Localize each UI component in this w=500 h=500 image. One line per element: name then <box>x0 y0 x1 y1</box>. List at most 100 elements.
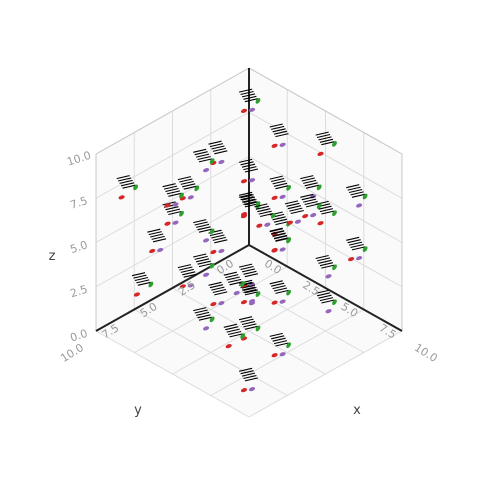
glyph-marker-green <box>332 264 337 271</box>
glyph-hatch <box>243 288 257 294</box>
glyph-marker-purple <box>279 352 286 357</box>
glyph-hatch <box>240 370 254 375</box>
glyph-hatch <box>228 278 242 283</box>
glyph-marker-red <box>256 223 263 228</box>
glyph-hatch <box>273 234 288 239</box>
data-glyph <box>238 279 259 305</box>
glyph-hatch <box>305 203 320 208</box>
glyph-hatch <box>304 200 318 206</box>
glyph-marker-purple <box>187 195 194 200</box>
glyph-hatch <box>137 281 151 286</box>
glyph-hatch <box>195 223 210 228</box>
grid-line-y-floor <box>134 309 288 396</box>
glyph-hatch <box>303 198 317 203</box>
glyph-marker-purple <box>356 256 363 261</box>
glyph-hatch <box>223 323 237 328</box>
glyph-marker-red <box>210 249 217 255</box>
glyph-hatch <box>346 236 360 241</box>
glyph-hatch <box>244 98 259 103</box>
glyph-hatch <box>147 228 161 233</box>
glyph-marker-green <box>209 228 215 235</box>
glyph-hatch <box>168 210 182 216</box>
glyph-marker-purple <box>218 248 225 254</box>
glyph-marker-green <box>209 262 215 269</box>
glyph-hatch <box>238 367 253 372</box>
glyph-hatch <box>241 268 256 273</box>
glyph-hatch <box>122 184 136 189</box>
data-glyph <box>208 140 228 166</box>
glyph-hatch <box>182 271 196 276</box>
glyph-hatch <box>289 207 303 212</box>
glyph-hatch <box>348 241 363 246</box>
glyph-hatch <box>275 237 289 242</box>
glyph-hatch <box>243 270 257 275</box>
glyph-hatch <box>197 314 211 319</box>
glyph-hatch <box>272 128 286 133</box>
glyph-hatch <box>321 264 335 269</box>
data-glyph <box>193 307 215 331</box>
glyph-hatch <box>211 286 225 291</box>
glyph-marker-green <box>362 246 368 252</box>
glyph-hatch <box>198 158 213 163</box>
glyph-marker-green <box>209 158 215 164</box>
glyph-hatch <box>243 198 257 204</box>
glyph-hatch <box>244 168 259 173</box>
glyph-marker-green <box>270 212 276 219</box>
glyph-marker-red <box>240 388 248 393</box>
glyph-hatch <box>194 151 208 156</box>
glyph-hatch <box>198 228 213 233</box>
glyph-hatch <box>214 150 228 155</box>
glyph-hatch <box>197 260 211 265</box>
glyph-hatch <box>275 185 289 190</box>
glyph-hatch <box>257 208 271 213</box>
glyph-hatch <box>241 320 256 326</box>
glyph-hatch <box>269 175 283 180</box>
glyph-hatch <box>148 231 162 236</box>
glyph-hatch <box>238 316 253 321</box>
glyph-hatch <box>209 284 224 289</box>
glyph-hatch <box>209 232 224 237</box>
glyph-marker-green <box>286 289 292 296</box>
glyph-marker-green <box>286 237 292 243</box>
glyph-hatch <box>238 88 253 93</box>
glyph-marker-purple <box>218 159 225 165</box>
glyph-marker-red <box>164 203 171 208</box>
glyph-hatch <box>316 133 331 139</box>
glyph-hatch <box>225 326 239 331</box>
data-glyph <box>346 236 368 262</box>
glyph-marker-green <box>179 192 184 199</box>
glyph-marker-purple <box>248 299 256 304</box>
data-glyph <box>131 272 154 297</box>
glyph-marker-green <box>255 325 261 332</box>
glyph-marker-purple <box>279 194 286 199</box>
glyph-hatch <box>244 325 259 330</box>
glyph-hatch <box>287 205 302 210</box>
glyph-hatch <box>347 239 361 244</box>
glyph-hatch <box>273 287 288 292</box>
grid-line-z-ywall <box>95 156 250 243</box>
glyph-hatch <box>304 182 318 187</box>
glyph-marker-red <box>149 248 156 254</box>
glyph-hatch <box>211 234 225 239</box>
glyph-hatch <box>275 289 289 294</box>
glyph-hatch <box>318 205 332 210</box>
glyph-hatch <box>241 286 256 291</box>
glyph-hatch <box>208 281 222 286</box>
axis-titles: x y z <box>49 249 362 418</box>
data-glyph <box>269 175 292 200</box>
glyph-hatch <box>260 212 274 218</box>
glyph-marker-purple <box>248 387 256 392</box>
data-glyph <box>254 203 276 228</box>
glyph-hatch <box>193 307 207 312</box>
data-glyph <box>315 131 337 156</box>
pane-edge <box>95 67 250 155</box>
glyph-hatch <box>240 161 254 166</box>
glyph-hatch <box>197 226 211 231</box>
x-tick-label: 10.0 <box>412 341 440 365</box>
glyph-hatch <box>241 196 256 201</box>
glyph-hatch <box>271 282 285 287</box>
glyph-hatch <box>241 372 256 377</box>
glyph-marker-green <box>332 141 337 147</box>
glyph-marker-purple <box>233 290 240 296</box>
